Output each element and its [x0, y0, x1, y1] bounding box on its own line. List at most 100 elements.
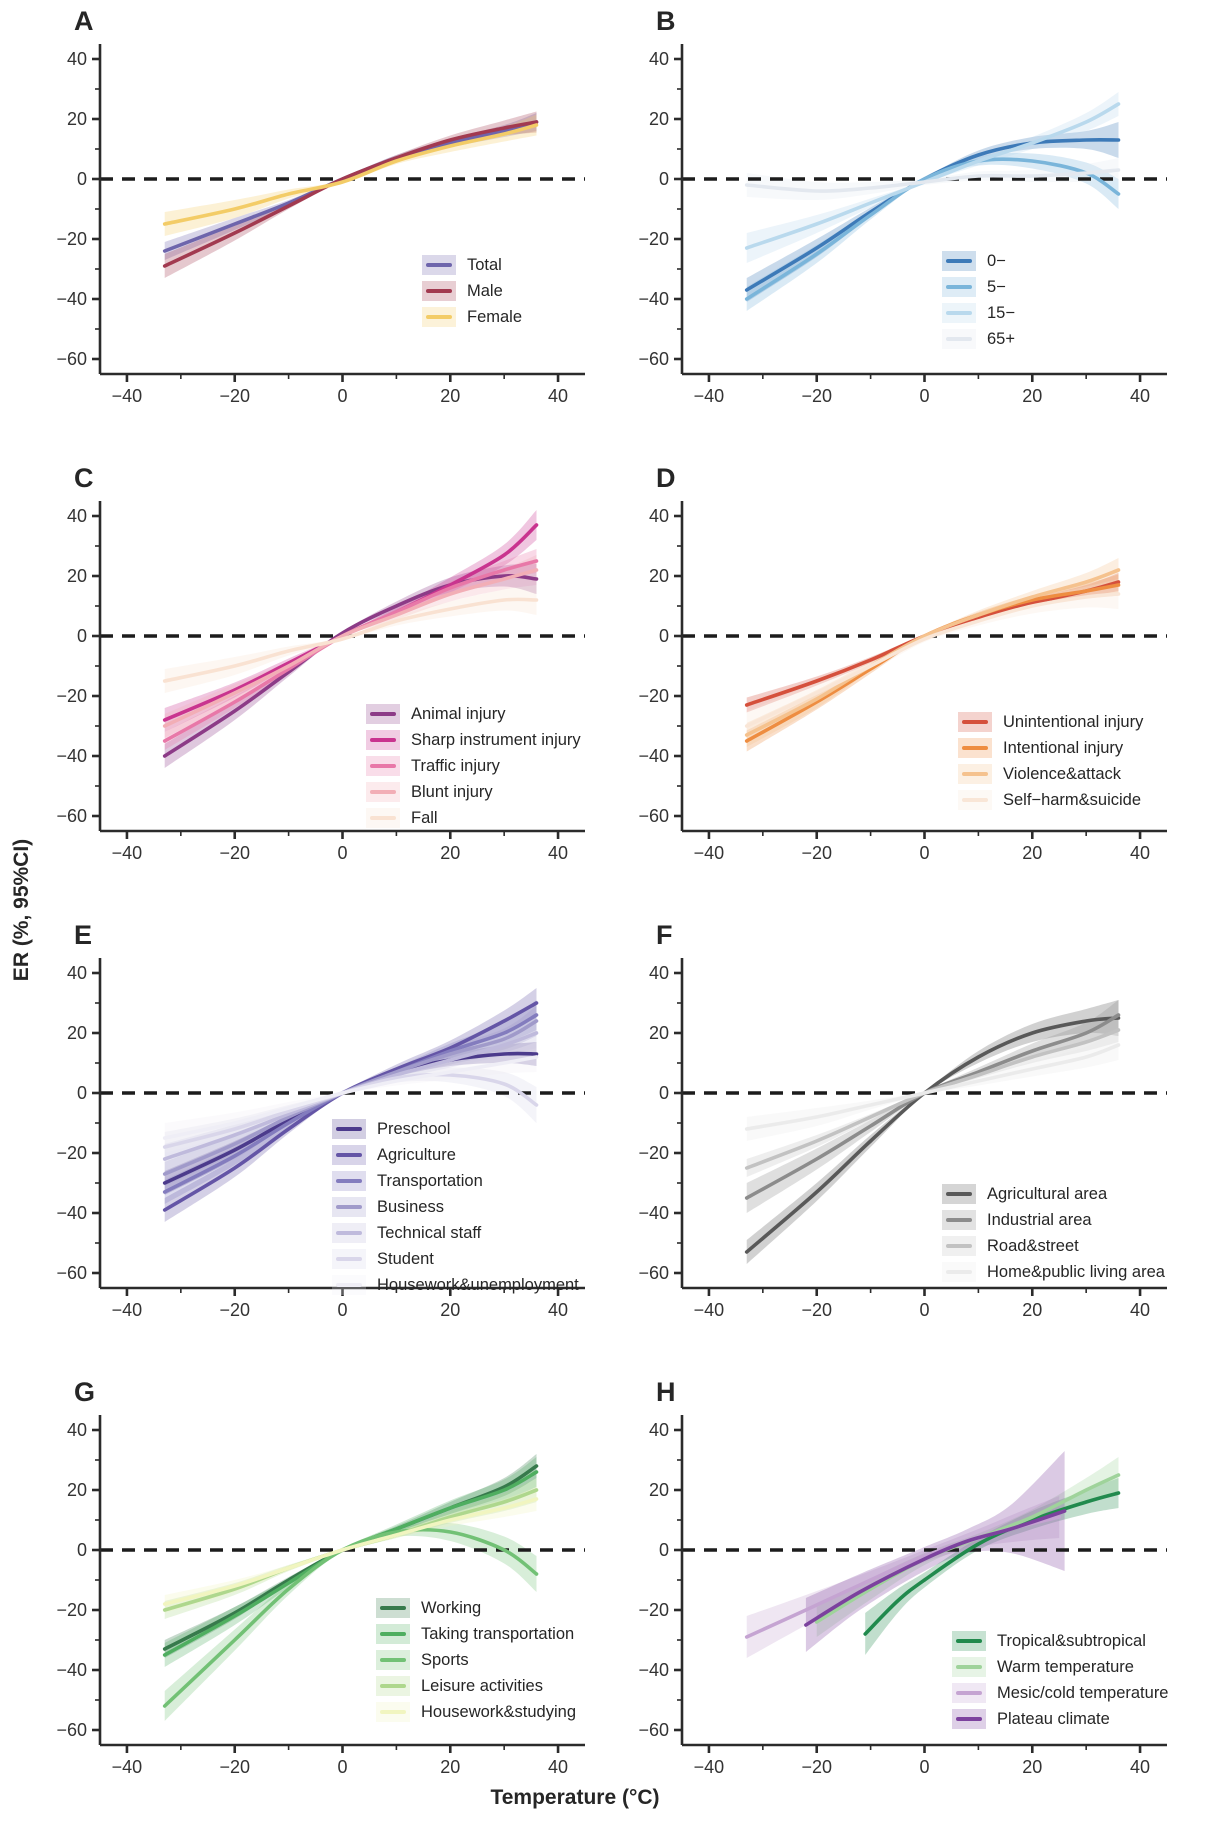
svg-text:20: 20: [67, 109, 87, 129]
svg-text:40: 40: [67, 963, 87, 983]
legend-item: Transportation: [332, 1168, 579, 1194]
legend-swatch: [332, 1223, 366, 1243]
svg-text:40: 40: [548, 1300, 568, 1320]
panel-F: 40 20 0 −20 −40 −60 −40 −20 0 20 40 F Agricultural…: [622, 920, 1182, 1358]
legend-swatch: [366, 808, 400, 828]
svg-text:0: 0: [659, 1083, 669, 1103]
legend-line: [380, 1631, 406, 1636]
svg-text:−20: −20: [219, 1300, 250, 1320]
legend-swatch: [958, 738, 992, 758]
legend-line: [336, 1152, 362, 1157]
svg-text:−20: −20: [219, 1757, 250, 1777]
legend-label: Road&street: [987, 1236, 1079, 1255]
curves: [744, 568, 1121, 743]
svg-text:−40: −40: [112, 386, 143, 406]
panel-letter-D: D: [656, 463, 676, 493]
svg-text:−40: −40: [694, 843, 725, 863]
svg-text:−60: −60: [56, 349, 87, 369]
panel-B: 40 20 0 −20 −40 −60 −40 −20 0 20 40 B 0− 5− 15− 65+: [622, 6, 1182, 444]
ci-band: [164, 549, 537, 750]
series-line: [744, 157, 1121, 301]
svg-text:−20: −20: [801, 386, 832, 406]
legend-item: Male: [422, 278, 522, 304]
svg-text:0: 0: [919, 1300, 929, 1320]
legend-label: Business: [377, 1197, 444, 1216]
legend-swatch: [366, 782, 400, 802]
svg-text:−40: −40: [56, 1203, 87, 1223]
curves: [162, 523, 539, 758]
x-axis-title: Temperature (°C): [490, 1786, 660, 1809]
tick-labels: 40 20 0 −20 −40 −60 −40 −20 0 20 40: [638, 1420, 1150, 1777]
ticks: [674, 971, 1142, 1296]
curves: [162, 1001, 539, 1212]
svg-text:40: 40: [1130, 1300, 1150, 1320]
svg-text:0: 0: [77, 169, 87, 189]
series-line: [162, 1527, 539, 1708]
svg-text:−20: −20: [801, 1757, 832, 1777]
legend-line: [370, 711, 396, 716]
plot-H: 40 20 0 −20 −40 −60 −40 −20 0 20 40: [638, 1415, 1167, 1777]
legend-line: [956, 1716, 982, 1721]
legend-label: Warm temperature: [997, 1657, 1134, 1676]
legend-label: Transportation: [377, 1171, 483, 1190]
legend-item: Home&public living area: [942, 1259, 1165, 1285]
svg-text:−20: −20: [801, 843, 832, 863]
svg-text:40: 40: [649, 49, 669, 69]
svg-text:−40: −40: [694, 1300, 725, 1320]
legend-swatch: [366, 730, 400, 750]
panel-letter-B: B: [656, 6, 676, 36]
svg-text:0: 0: [77, 1083, 87, 1103]
series-line: [744, 168, 1121, 193]
legend-label: Housework&unemployment: [377, 1275, 579, 1294]
legend-label: Violence&attack: [1003, 764, 1122, 783]
tick-labels: 40 20 0 −20 −40 −60 −40 −20 0 20 40: [56, 506, 568, 863]
plot-G: 40 20 0 −20 −40 −60 −40 −20 0 20 40: [56, 1415, 585, 1777]
svg-text:−20: −20: [219, 843, 250, 863]
svg-text:20: 20: [1022, 1300, 1042, 1320]
legend-E: Preschool Agriculture Transportation Busine…: [332, 1116, 579, 1298]
legend-label: Traffic injury: [411, 756, 500, 775]
legend-line: [962, 771, 988, 776]
legend-swatch: [332, 1249, 366, 1269]
legend-line: [336, 1126, 362, 1131]
legend-item: Housework&unemployment: [332, 1272, 579, 1298]
ci-band: [746, 558, 1119, 747]
svg-text:−40: −40: [694, 386, 725, 406]
legend-label: Leisure activities: [421, 1676, 543, 1695]
legend-line: [380, 1657, 406, 1662]
panel-C: 40 20 0 −20 −40 −60 −40 −20 0 20 40 C Animal injur…: [40, 463, 600, 901]
ticks: [92, 514, 560, 839]
ci-bands: [746, 92, 1119, 311]
svg-text:0: 0: [659, 626, 669, 646]
svg-text:0: 0: [919, 1757, 929, 1777]
ci-band: [164, 988, 537, 1222]
svg-text:−40: −40: [638, 1203, 669, 1223]
legend-item: Housework&studying: [376, 1699, 576, 1725]
legend-line: [426, 262, 452, 267]
ticks: [92, 1428, 560, 1753]
legend-C: Animal injury Sharp instrument injury Traf…: [366, 701, 581, 831]
legend-line: [946, 258, 972, 263]
svg-text:−40: −40: [56, 1660, 87, 1680]
svg-text:−40: −40: [694, 1757, 725, 1777]
legend-item: Total: [422, 252, 522, 278]
ticks: [674, 514, 1142, 839]
series-line: [744, 568, 1121, 737]
legend-item: Leisure activities: [376, 1673, 576, 1699]
svg-text:0: 0: [77, 1540, 87, 1560]
legend-swatch: [942, 1210, 976, 1230]
legend-swatch: [952, 1709, 986, 1729]
legend-label: Industrial area: [987, 1210, 1092, 1229]
legend-item: Preschool: [332, 1116, 579, 1142]
ticks: [674, 1428, 1142, 1753]
legend-item: Fall: [366, 805, 581, 831]
series-line: [744, 102, 1121, 250]
legend-line: [962, 745, 988, 750]
svg-text:40: 40: [67, 1420, 87, 1440]
legend-item: Mesic/cold temperature: [952, 1680, 1169, 1706]
ci-band: [164, 585, 537, 693]
svg-text:20: 20: [1022, 1757, 1042, 1777]
legend-swatch: [942, 1262, 976, 1282]
svg-text:40: 40: [1130, 1757, 1150, 1777]
